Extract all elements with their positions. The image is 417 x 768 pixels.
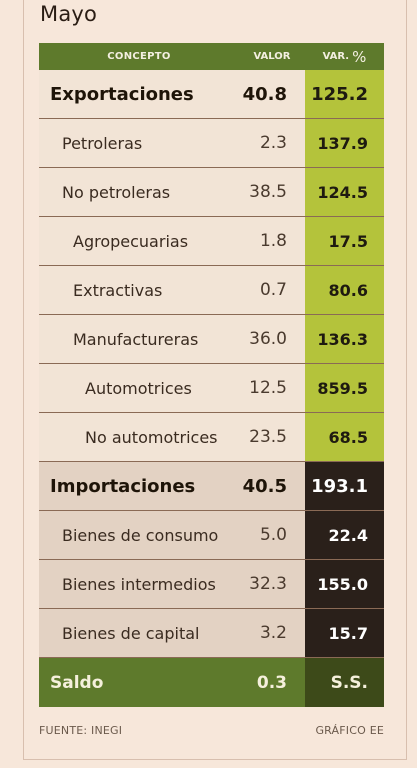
row-var: 17.5 [305,217,384,265]
row-concept: Extractivas [73,280,163,300]
table-row: Saldo 0.3 S.S. [39,658,384,707]
table-row: Petroleras 2.3 137.9 [39,119,384,168]
row-var: 859.5 [305,364,384,412]
table-body: Exportaciones 40.8 125.2 Petroleras 2.3 137.9… [39,70,384,707]
row-concept: Agropecuarias [73,231,189,251]
table-row: Importaciones 40.5 193.1 [39,462,384,511]
row-valor: 0.3 [256,672,287,693]
row-concept: No petroleras [62,182,171,202]
row-valor: 38.5 [249,182,287,202]
table-row: Bienes de consumo 5.0 22.4 [39,511,384,560]
table-row: Bienes de capital 3.2 15.7 [39,609,384,658]
row-concept: Manufactureras [73,329,199,349]
table-row: Bienes intermedios 32.3 155.0 [39,560,384,609]
row-var: 80.6 [305,266,384,314]
table-row: No automotrices 23.5 68.5 [39,413,384,462]
row-concept: Automotrices [85,378,192,398]
row-var: S.S. [305,658,384,707]
row-valor: 23.5 [249,427,287,447]
row-valor: 40.8 [242,83,287,105]
row-valor: 2.3 [259,133,287,153]
header-concepto: CONCEPTO [107,51,171,62]
table-title: Mayo [40,2,98,26]
header-valor: VALOR [253,51,291,62]
row-concept: Importaciones [50,475,196,497]
row-valor: 40.5 [242,475,287,497]
row-var: 193.1 [305,462,384,510]
row-var: 155.0 [305,560,384,608]
row-concept: Bienes de consumo [62,525,219,545]
row-valor: 3.2 [259,623,287,643]
row-var: 68.5 [305,413,384,461]
data-table: CONCEPTO VALOR VAR. % Exportaciones 40.8 1… [39,43,384,707]
row-var: 136.3 [305,315,384,363]
table-row: Extractivas 0.7 80.6 [39,266,384,315]
row-concept: Petroleras [62,133,143,153]
row-var: 22.4 [305,511,384,559]
row-valor: 36.0 [249,329,287,349]
row-valor: 5.0 [259,525,287,545]
header-var-label: VAR. [322,51,350,62]
table-row: Automotrices 12.5 859.5 [39,364,384,413]
table-row: No petroleras 38.5 124.5 [39,168,384,217]
credit-note: GRÁFICO EE [315,724,384,737]
row-valor: 1.8 [259,231,287,251]
table-row: Agropecuarias 1.8 17.5 [39,217,384,266]
row-concept: No automotrices [85,427,218,447]
row-var: 124.5 [305,168,384,216]
row-concept: Saldo [50,672,104,693]
footer: FUENTE: INEGI GRÁFICO EE [39,724,384,737]
row-concept: Bienes intermedios [62,574,216,594]
header-var-pct: % [352,47,367,66]
row-valor: 12.5 [249,378,287,398]
table-header-row: CONCEPTO VALOR VAR. % [39,43,384,70]
row-valor: 32.3 [249,574,287,594]
card-frame [23,0,407,760]
row-var: 15.7 [305,609,384,657]
header-var: VAR. % [305,43,384,70]
table-row: Manufactureras 36.0 136.3 [39,315,384,364]
row-concept: Exportaciones [50,83,194,105]
table-row: Exportaciones 40.8 125.2 [39,70,384,119]
row-var: 125.2 [305,70,384,118]
row-valor: 0.7 [259,280,287,300]
row-concept: Bienes de capital [62,623,200,643]
source-note: FUENTE: INEGI [39,724,123,737]
row-var: 137.9 [305,119,384,167]
